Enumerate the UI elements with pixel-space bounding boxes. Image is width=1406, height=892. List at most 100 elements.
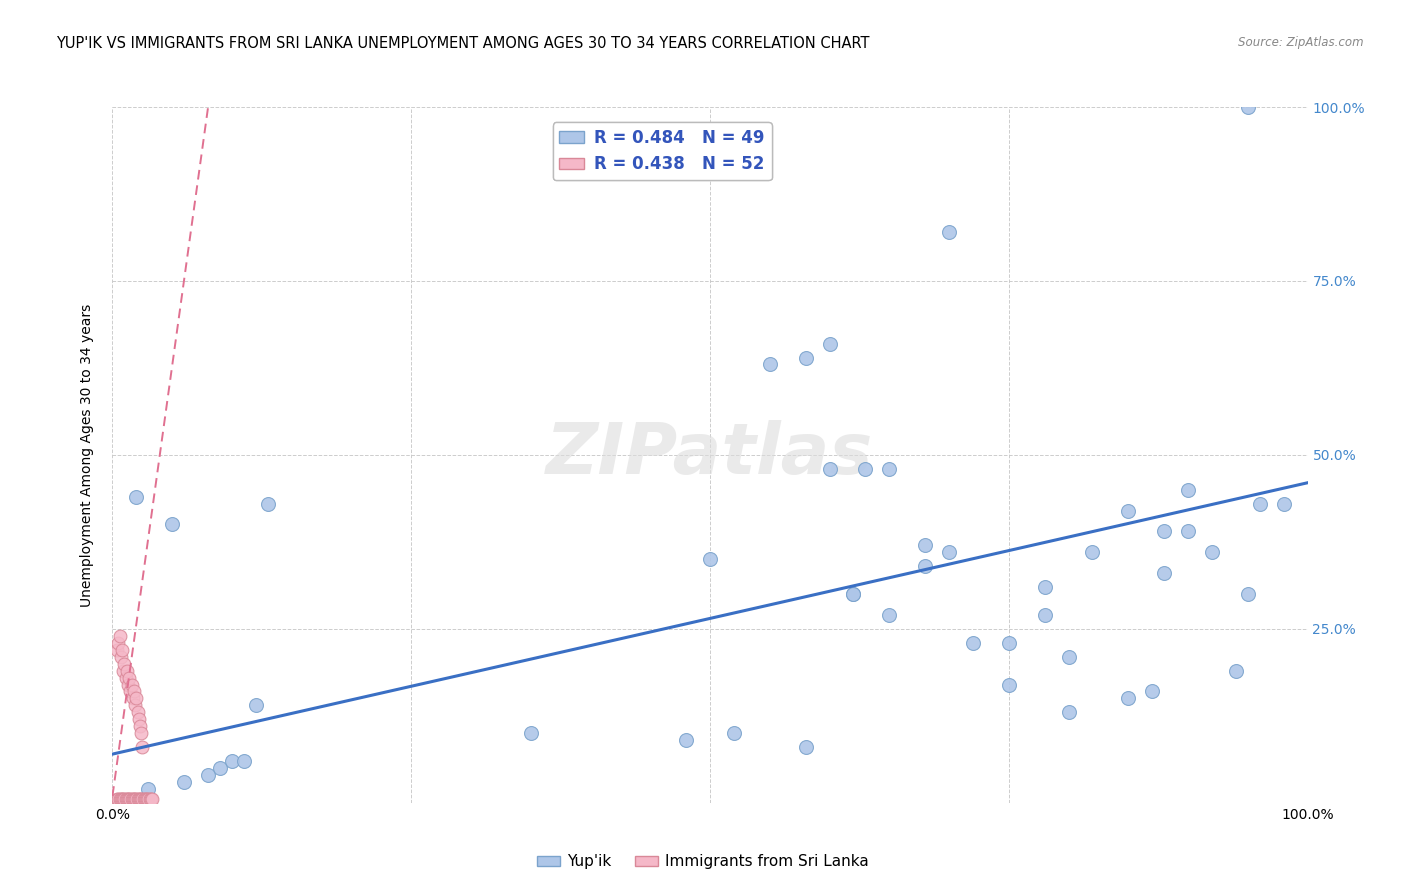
Point <box>134 792 156 806</box>
Point <box>122 792 145 806</box>
Point <box>125 490 148 504</box>
Point <box>111 792 134 806</box>
Point <box>125 691 148 706</box>
Point <box>127 706 149 720</box>
Point <box>129 719 152 733</box>
Point <box>121 792 143 806</box>
Point <box>221 754 243 768</box>
Point <box>114 792 136 806</box>
Point <box>998 677 1021 691</box>
Point <box>128 792 150 806</box>
Point <box>699 552 721 566</box>
Text: Source: ZipAtlas.com: Source: ZipAtlas.com <box>1239 36 1364 49</box>
Point <box>162 517 183 532</box>
Point <box>138 781 160 796</box>
Point <box>1177 483 1199 497</box>
Point <box>1201 545 1223 559</box>
Point <box>1081 545 1104 559</box>
Point <box>121 691 143 706</box>
Point <box>110 649 132 664</box>
Point <box>938 225 960 239</box>
Point <box>138 792 160 806</box>
Point <box>877 462 900 476</box>
Point <box>120 684 142 698</box>
Legend: Yup'ik, Immigrants from Sri Lanka: Yup'ik, Immigrants from Sri Lanka <box>531 848 875 875</box>
Text: YUP'IK VS IMMIGRANTS FROM SRI LANKA UNEMPLOYMENT AMONG AGES 30 TO 34 YEARS CORRE: YUP'IK VS IMMIGRANTS FROM SRI LANKA UNEM… <box>56 36 870 51</box>
Point <box>118 792 141 806</box>
Point <box>127 792 149 806</box>
Point <box>135 792 157 806</box>
Point <box>124 792 146 806</box>
Point <box>125 792 148 806</box>
Point <box>173 775 195 789</box>
Point <box>1153 524 1175 539</box>
Point <box>1057 649 1080 664</box>
Point <box>818 336 841 351</box>
Point <box>105 642 128 657</box>
Point <box>136 792 159 806</box>
Point <box>723 726 745 740</box>
Point <box>1116 691 1139 706</box>
Point <box>1116 503 1139 517</box>
Point <box>208 761 231 775</box>
Point <box>121 792 143 806</box>
Point <box>1237 587 1260 601</box>
Point <box>520 726 543 740</box>
Y-axis label: Unemployment Among Ages 30 to 34 years: Unemployment Among Ages 30 to 34 years <box>80 303 94 607</box>
Point <box>108 792 131 806</box>
Point <box>131 792 153 806</box>
Point <box>818 462 841 476</box>
Point <box>1033 607 1056 622</box>
Point <box>962 636 984 650</box>
Point <box>112 792 135 806</box>
Point <box>117 677 139 691</box>
Point <box>128 712 150 726</box>
Point <box>112 664 135 678</box>
Point <box>232 754 256 768</box>
Point <box>115 664 138 678</box>
Point <box>675 733 697 747</box>
Point <box>129 792 152 806</box>
Text: ZIPatlas: ZIPatlas <box>547 420 873 490</box>
Point <box>105 792 128 806</box>
Point <box>138 792 160 806</box>
Point <box>877 607 900 622</box>
Point <box>1272 497 1295 511</box>
Point <box>121 677 143 691</box>
Point <box>1225 664 1247 678</box>
Point <box>1140 684 1163 698</box>
Point <box>914 559 936 574</box>
Point <box>794 740 817 755</box>
Point <box>115 792 138 806</box>
Point <box>842 587 865 601</box>
Point <box>1153 566 1175 581</box>
Point <box>111 642 134 657</box>
Point <box>120 792 142 806</box>
Point <box>759 358 782 372</box>
Point <box>114 657 135 671</box>
Point <box>1177 524 1199 539</box>
Point <box>141 792 163 806</box>
Point <box>117 792 139 806</box>
Point <box>108 629 131 643</box>
Point <box>110 792 132 806</box>
Point <box>132 792 155 806</box>
Point <box>118 671 141 685</box>
Point <box>1033 580 1056 594</box>
Point <box>107 636 129 650</box>
Point <box>129 726 152 740</box>
Point <box>1237 100 1260 114</box>
Point <box>245 698 267 713</box>
Point <box>124 698 146 713</box>
Point <box>114 792 135 806</box>
Point <box>129 792 152 806</box>
Point <box>914 538 936 552</box>
Point <box>114 671 136 685</box>
Point <box>197 768 219 782</box>
Point <box>131 740 153 755</box>
Point <box>122 684 145 698</box>
Point <box>107 792 129 806</box>
Point <box>257 497 280 511</box>
Point <box>139 792 162 806</box>
Point <box>998 636 1021 650</box>
